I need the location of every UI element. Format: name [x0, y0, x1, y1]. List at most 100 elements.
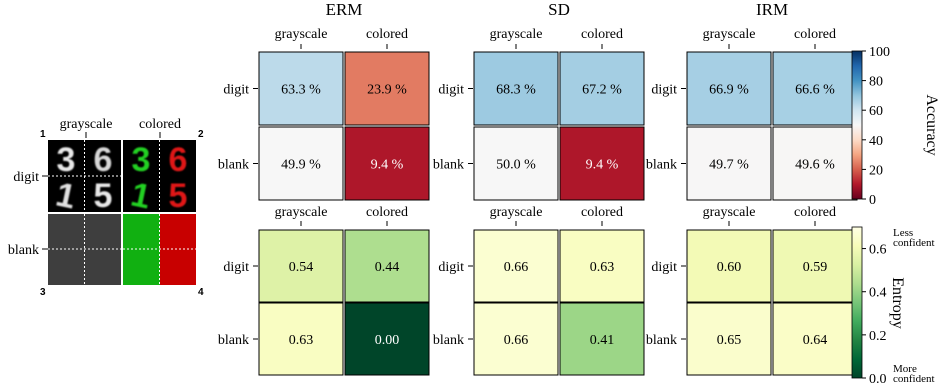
- entropy-cell-label: 0.64: [803, 333, 828, 348]
- entropy-cell-label: 0.54: [289, 260, 314, 275]
- accuracy-col-label: colored: [794, 27, 836, 42]
- legend-digit-gray-2: 6: [94, 141, 113, 179]
- entropy-col-label: colored: [581, 205, 623, 220]
- entropy-cell: [559, 302, 645, 376]
- accuracy-colorbar-tick-label: 20: [869, 163, 883, 178]
- legend-quadrant-number-3: 3: [40, 287, 46, 298]
- entropy-colorbar-gradient: [851, 226, 863, 379]
- entropy-cell-label: 0.66: [504, 260, 529, 275]
- accuracy-cell-label: 9.4 %: [371, 158, 404, 173]
- entropy-note-less-confident: confident: [893, 237, 935, 249]
- entropy-note-more: More: [893, 363, 917, 375]
- entropy-cell: [686, 302, 772, 376]
- accuracy-row-label: blank: [218, 158, 249, 173]
- accuracy-cell: [344, 126, 430, 201]
- entropy-colorbar: Entropy Less confident More confident 0.…: [851, 226, 935, 387]
- legend-quadrant-number-4: 4: [198, 287, 204, 298]
- entropy-note-more-confident: confident: [893, 373, 935, 385]
- accuracy-row-label: digit: [438, 83, 464, 98]
- entropy-cell-label: 0.65: [717, 333, 742, 348]
- entropy-cell: [344, 302, 430, 376]
- entropy-row-label: digit: [223, 260, 249, 275]
- legend-row-label-digit: digit: [13, 170, 39, 185]
- accuracy-col-label: colored: [581, 27, 623, 42]
- accuracy-row-label: digit: [223, 83, 249, 98]
- panel-sd: SD grayscale colored digit blank 68.3 % 67.2 %…: [433, 0, 645, 376]
- entropy-cell: [473, 229, 559, 303]
- accuracy-cell: [772, 126, 858, 201]
- panel-title: IRM: [756, 0, 788, 19]
- accuracy-cell: [686, 51, 772, 126]
- accuracy-col-label: colored: [366, 27, 408, 42]
- accuracy-col-label: grayscale: [490, 27, 543, 42]
- accuracy-cell-label: 49.9 %: [281, 158, 321, 173]
- accuracy-cell: [473, 51, 559, 126]
- panel-title: ERM: [326, 0, 363, 19]
- entropy-col-label: colored: [794, 205, 836, 220]
- legend-digit-gray-1: 3: [57, 141, 76, 179]
- legend-digit-gray-4: 5: [94, 177, 113, 215]
- entropy-cell: [473, 302, 559, 376]
- entropy-colorbar-tick-label: 0.0: [869, 372, 887, 387]
- entropy-cell-label: 0.66: [504, 333, 529, 348]
- entropy-note-less: Less: [893, 227, 913, 239]
- accuracy-colorbar: Accuracy 0 20 40 60 80 100: [851, 45, 940, 208]
- entropy-cell-label: 0.59: [803, 260, 828, 275]
- legend-col-label-colored: colored: [139, 117, 181, 132]
- panel-erm: ERM grayscale colored digit blank 63.3 % 23.9 …: [218, 0, 430, 376]
- legend-blank-grayscale-image: [48, 214, 121, 285]
- entropy-col-label: grayscale: [490, 205, 543, 220]
- accuracy-cell-label: 68.3 %: [496, 83, 536, 98]
- entropy-cell: [772, 229, 858, 303]
- legend-quadrant-number-1: 1: [40, 129, 46, 140]
- accuracy-cell: [559, 126, 645, 201]
- accuracy-cell-label: 66.9 %: [709, 83, 749, 98]
- entropy-cell: [258, 229, 344, 303]
- entropy-cell-label: 0.41: [590, 333, 615, 348]
- entropy-cell: [686, 229, 772, 303]
- entropy-cell-label: 0.60: [717, 260, 742, 275]
- accuracy-cell-label: 49.6 %: [795, 158, 835, 173]
- legend-row-label-blank: blank: [8, 243, 39, 258]
- entropy-row-label: blank: [218, 333, 249, 348]
- accuracy-cell-label: 63.3 %: [281, 83, 321, 98]
- entropy-row-label: digit: [651, 260, 677, 275]
- legend-digit-grayscale-image: 3 6 1 5: [48, 140, 121, 217]
- legend-digit-color-4: 5: [169, 177, 188, 215]
- accuracy-cell-label: 50.0 %: [496, 158, 536, 173]
- legend-digit-colored-image: 3 6 1 5: [123, 140, 196, 217]
- accuracy-cell-label: 67.2 %: [582, 83, 622, 98]
- legend-digit-color-2: 6: [169, 141, 188, 179]
- heatmap-panels: ERM grayscale colored digit blank 63.3 % 23.9 …: [218, 0, 858, 376]
- entropy-cell-label: 0.63: [289, 333, 314, 348]
- legend-digit-color-1: 3: [132, 141, 151, 179]
- entropy-colorbar-tick-label: 0.2: [869, 329, 887, 344]
- entropy-colorbar-tick-label: 0.4: [869, 286, 887, 301]
- entropy-cell: [559, 229, 645, 303]
- accuracy-cell-label: 23.9 %: [367, 83, 407, 98]
- accuracy-cell-label: 49.7 %: [709, 158, 749, 173]
- accuracy-row-label: blank: [646, 158, 677, 173]
- accuracy-colorbar-tick-label: 40: [869, 134, 883, 149]
- accuracy-cell: [258, 126, 344, 201]
- entropy-col-label: grayscale: [703, 205, 756, 220]
- accuracy-row-label: blank: [433, 158, 464, 173]
- entropy-col-label: grayscale: [275, 205, 328, 220]
- accuracy-col-label: grayscale: [275, 27, 328, 42]
- accuracy-cell: [258, 51, 344, 126]
- accuracy-colorbar-tick-label: 80: [869, 75, 883, 90]
- accuracy-cell: [686, 126, 772, 201]
- entropy-colorbar-label: Entropy: [889, 277, 906, 329]
- entropy-cell-label: 0.44: [375, 260, 400, 275]
- legend-quadrant-number-2: 2: [198, 129, 204, 140]
- entropy-colorbar-tick-label: 0.6: [869, 243, 887, 258]
- accuracy-cell: [473, 126, 559, 201]
- accuracy-cell: [772, 51, 858, 126]
- entropy-col-label: colored: [366, 205, 408, 220]
- accuracy-cell-label: 9.4 %: [586, 158, 619, 173]
- entropy-cell: [772, 302, 858, 376]
- accuracy-row-label: digit: [651, 83, 677, 98]
- panel-title: SD: [548, 0, 570, 19]
